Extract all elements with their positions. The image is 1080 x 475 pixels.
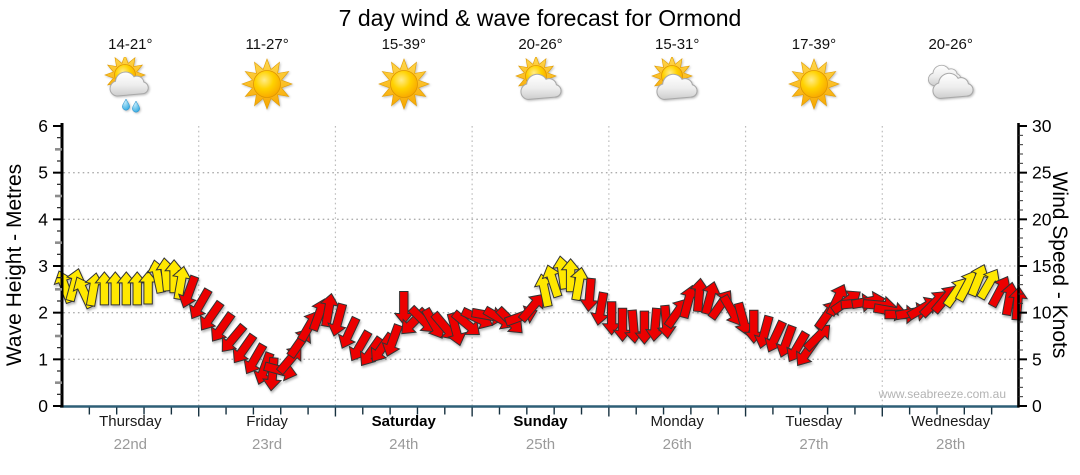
weather-icon-clouds	[921, 57, 981, 118]
day-name-label: Monday	[650, 413, 704, 430]
temperature-range-label: 15-39°	[381, 36, 426, 53]
day-date-label: 22nd	[113, 436, 148, 453]
temperature-range-label: 20-26°	[518, 36, 563, 53]
wind-arrow	[243, 342, 268, 375]
right-axis-tick-label: 20	[1032, 209, 1052, 229]
day-date-label: 28th	[936, 436, 966, 453]
wind-arrow	[381, 323, 404, 357]
wind-arrow	[221, 322, 248, 353]
right-axis-tick-label: 30	[1032, 116, 1052, 136]
weather-icon-sun	[784, 57, 844, 118]
wind-arrow	[199, 299, 225, 331]
weather-icon-sun	[237, 57, 297, 118]
wind-arrow-series	[53, 255, 1029, 392]
day-name-label: Wednesday	[911, 413, 991, 430]
day-date-label: 27th	[799, 436, 829, 453]
weather-icon-sun	[374, 57, 434, 118]
weather-icon-sun-cloud	[647, 55, 707, 118]
left-axis-tick-label: 2	[38, 303, 48, 323]
weather-icon-sun-cloud-rain	[100, 54, 160, 118]
wind-arrow	[327, 302, 348, 337]
wind-arrow	[210, 310, 236, 342]
day-date-label: 23rd	[252, 436, 283, 453]
left-axis-title: Wave Height - Metres	[3, 163, 26, 367]
left-axis-tick-label: 0	[38, 396, 48, 416]
wind-arrow	[232, 332, 258, 364]
left-axis-tick-label: 4	[38, 209, 48, 229]
left-axis-tick-label: 5	[38, 163, 48, 183]
day-name-label: Sunday	[513, 413, 568, 430]
day-date-label: 26th	[662, 436, 692, 453]
left-axis-tick-label: 1	[38, 349, 48, 369]
wind-arrow	[177, 274, 200, 309]
weather-icon-sun-cloud	[511, 55, 571, 118]
temperature-range-label: 17-39°	[791, 36, 837, 53]
day-name-label: Thursday	[99, 413, 162, 430]
right-axis-tick-label: 5	[1032, 349, 1042, 369]
watermark: www.seabreeze.com.au	[878, 387, 1006, 401]
right-axis-tick-label: 10	[1032, 303, 1052, 323]
wind-arrow	[802, 324, 831, 353]
right-axis-tick-label: 15	[1032, 256, 1051, 276]
right-axis-tick-label: 0	[1032, 396, 1042, 416]
day-name-label: Friday	[246, 413, 288, 430]
wind-arrow	[446, 311, 467, 347]
right-axis-title: Wind Speed - Knots	[1048, 171, 1071, 359]
wind-arrow	[517, 293, 544, 324]
chart-title: 7 day wind & wave forecast for Ormond	[338, 5, 742, 31]
day-name-label: Tuesday	[785, 413, 843, 430]
day-date-label: 25th	[525, 436, 556, 453]
temperature-range-label: 15-31°	[655, 36, 700, 53]
day-name-label: Saturday	[371, 413, 436, 430]
wind-arrow	[188, 287, 213, 320]
temperature-range-label: 11-27°	[245, 36, 289, 53]
left-axis-tick-label: 6	[38, 116, 48, 136]
temperature-range-label: 14-21°	[108, 36, 153, 53]
left-axis-tick-label: 3	[38, 256, 48, 276]
day-date-label: 24th	[389, 436, 419, 453]
temperature-range-label: 20-26°	[928, 36, 973, 53]
right-axis-tick-label: 25	[1032, 163, 1051, 183]
wind-arrow	[337, 315, 361, 349]
